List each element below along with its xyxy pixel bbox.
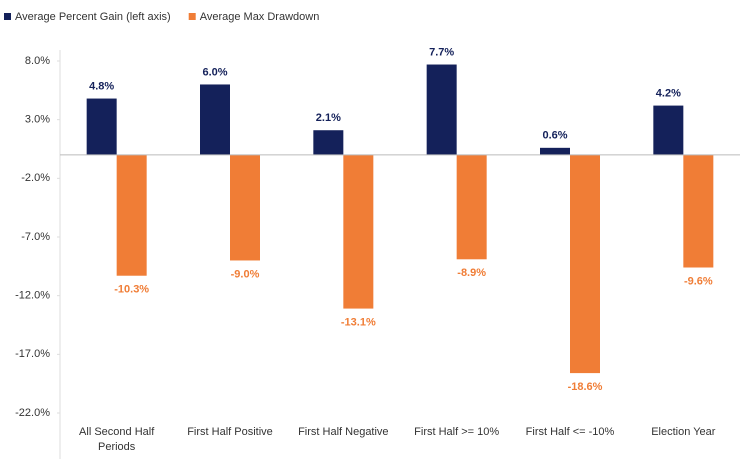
bar <box>200 84 230 155</box>
bar <box>456 154 487 260</box>
x-tick-label: All Second Half Periods <box>79 426 155 453</box>
y-tick-label: -12.0% <box>15 290 50 302</box>
bar <box>116 154 147 276</box>
data-label: 4.2% <box>656 87 681 99</box>
data-label: -9.6% <box>684 275 713 287</box>
x-tick-label: First Half Negative <box>298 426 389 438</box>
bar <box>426 64 457 155</box>
bar <box>86 98 117 155</box>
data-label: -18.6% <box>568 381 603 393</box>
data-label: 7.7% <box>429 46 454 58</box>
data-label: 6.0% <box>202 66 227 78</box>
y-tick-label: 3.0% <box>25 114 50 126</box>
data-label: 2.1% <box>316 112 341 124</box>
data-label: -8.9% <box>457 267 486 279</box>
legend-label: Average Percent Gain (left axis) <box>15 11 171 23</box>
bar <box>343 154 374 309</box>
y-tick-label: -7.0% <box>21 231 50 243</box>
legend-label: Average Max Drawdown <box>200 11 320 23</box>
data-label: -9.0% <box>231 268 260 280</box>
data-label: -13.1% <box>341 316 376 328</box>
x-tick-label: First Half >= 10% <box>414 426 500 438</box>
y-tick-label: 8.0% <box>25 55 50 67</box>
bar <box>230 154 260 261</box>
y-tick-label: -22.0% <box>15 407 50 419</box>
y-tick-label: -2.0% <box>21 172 50 184</box>
x-tick-label: First Half <= -10% <box>525 426 615 438</box>
x-tick-label: First Half Positive <box>187 426 273 438</box>
legend-swatch <box>4 13 11 20</box>
bar <box>653 105 684 155</box>
legend-swatch <box>188 13 196 20</box>
data-label: 4.8% <box>89 80 114 92</box>
data-label: 0.6% <box>542 130 567 142</box>
bar <box>313 130 344 155</box>
bar <box>683 154 714 268</box>
data-label: -10.3% <box>114 284 149 296</box>
bar <box>570 154 600 374</box>
bar <box>540 147 570 155</box>
x-tick-label: Election Year <box>651 426 716 438</box>
y-tick-label: -17.0% <box>15 348 50 360</box>
